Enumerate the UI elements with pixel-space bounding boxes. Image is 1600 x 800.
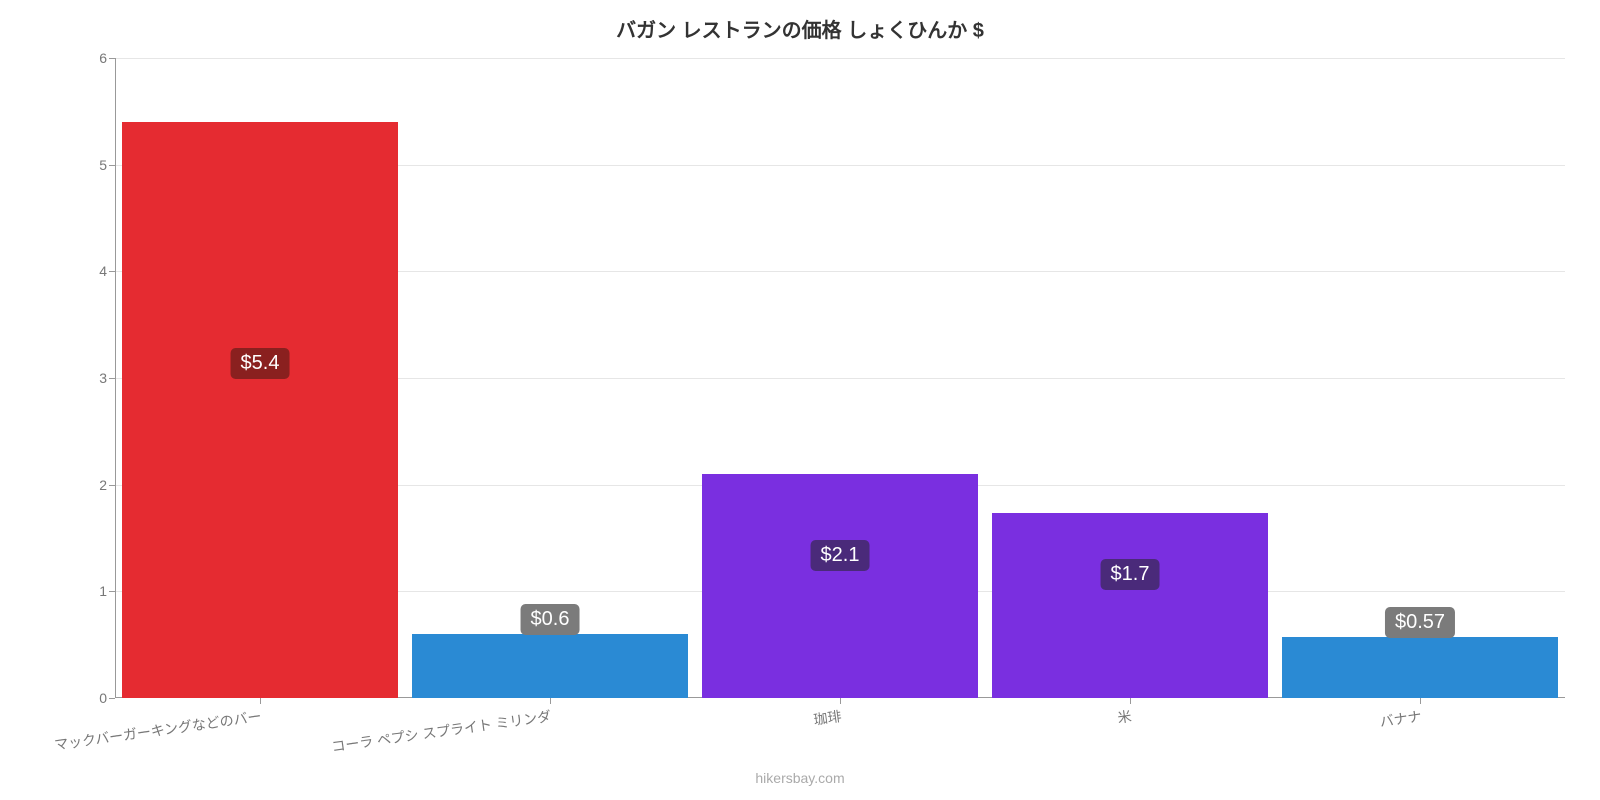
bar xyxy=(702,474,978,698)
xtick-label: 米 xyxy=(1116,706,1133,728)
xtick-mark xyxy=(260,698,261,704)
ytick-label: 4 xyxy=(99,263,115,279)
xtick-mark xyxy=(840,698,841,704)
bar-value-label: $5.4 xyxy=(231,348,290,379)
xtick-label: バナナ xyxy=(1378,706,1422,732)
ytick-label: 1 xyxy=(99,583,115,599)
chart-container: バガン レストランの価格 しょくひんか $ 0123456$5.4マックバーガー… xyxy=(0,0,1600,800)
xtick-label: マックバーガーキングなどのバー xyxy=(53,706,263,755)
plot-area: 0123456$5.4マックバーガーキングなどのバー$0.6コーラ ペプシ スプ… xyxy=(115,58,1565,698)
chart-title: バガン レストランの価格 しょくひんか $ xyxy=(0,14,1600,43)
bar xyxy=(412,634,688,698)
xtick-mark xyxy=(550,698,551,704)
ytick-label: 6 xyxy=(99,50,115,66)
y-axis xyxy=(115,58,116,698)
bar-value-label: $1.7 xyxy=(1101,559,1160,590)
xtick-mark xyxy=(1420,698,1421,704)
bar-value-label: $2.1 xyxy=(811,540,870,571)
bar xyxy=(1282,637,1558,698)
bar-value-label: $0.57 xyxy=(1385,607,1455,638)
ytick-label: 5 xyxy=(99,157,115,173)
ytick-label: 3 xyxy=(99,370,115,386)
xtick-label: コーラ ペプシ スプライト ミリンダ xyxy=(330,706,552,757)
bar xyxy=(992,513,1268,698)
xtick-mark xyxy=(1130,698,1131,704)
bar-value-label: $0.6 xyxy=(521,604,580,635)
ytick-label: 2 xyxy=(99,477,115,493)
chart-credit: hikersbay.com xyxy=(0,770,1600,786)
xtick-label: 珈琲 xyxy=(812,706,843,730)
ytick-label: 0 xyxy=(99,690,115,706)
bar xyxy=(122,122,398,698)
grid-line xyxy=(115,58,1565,59)
